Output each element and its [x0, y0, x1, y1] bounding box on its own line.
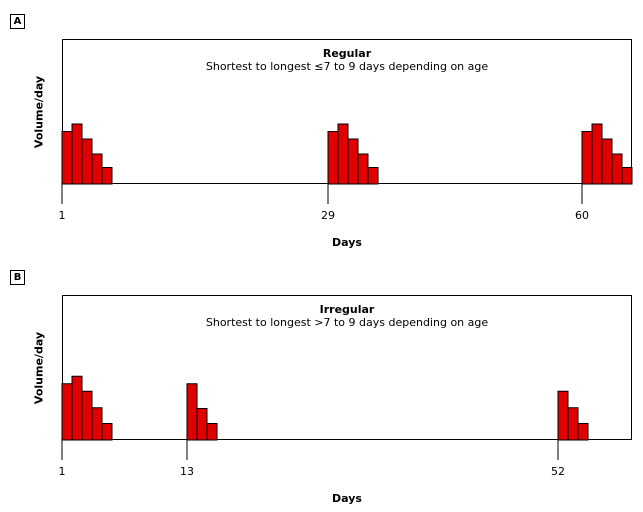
bar	[101, 423, 113, 441]
chart-marks: 1 29 60	[59, 123, 633, 222]
bar	[567, 407, 579, 441]
bar	[357, 153, 369, 185]
bar	[347, 138, 359, 185]
bar	[577, 423, 589, 441]
bar	[81, 138, 93, 185]
x-tick-label: 1	[59, 465, 66, 478]
bar	[196, 408, 208, 441]
x-tick-label: 52	[551, 465, 565, 478]
bar	[61, 131, 73, 185]
bar	[81, 390, 93, 441]
bar	[611, 153, 623, 185]
x-axis-label: Days	[332, 492, 362, 505]
bar	[91, 153, 103, 185]
bar	[71, 123, 83, 185]
x-tick-label: 60	[575, 209, 589, 222]
panel-regular: A Regular Shortest to longest ≤7 to 9 da…	[10, 14, 633, 249]
bar	[186, 383, 198, 441]
bar	[101, 167, 113, 185]
bar	[61, 383, 73, 441]
bar	[206, 423, 218, 441]
x-tick-label: 1	[59, 209, 66, 222]
chart-title: Regular	[322, 47, 372, 60]
x-tick-label: 29	[321, 209, 335, 222]
bar	[621, 167, 633, 185]
chart-subtitle: Shortest to longest >7 to 9 days dependi…	[205, 316, 489, 329]
bar	[601, 138, 613, 185]
bar	[327, 131, 339, 185]
x-tick-label: 13	[180, 465, 194, 478]
panel-letter: B	[10, 270, 25, 285]
x-axis-label: Days	[332, 236, 362, 249]
bar	[367, 167, 379, 185]
panel-irregular: B Irregular Shortest to longest >7 to 9 …	[0, 256, 643, 512]
bar	[91, 407, 103, 441]
plot-area	[62, 295, 632, 440]
bar	[557, 390, 569, 441]
bar	[337, 123, 349, 185]
chart-subtitle: Shortest to longest ≤7 to 9 days dependi…	[205, 60, 489, 73]
bar	[71, 375, 83, 441]
bar	[591, 123, 603, 185]
chart-title: Irregular	[319, 303, 375, 316]
panel-letter: A	[10, 14, 25, 29]
chart-marks: 1 13 52	[59, 375, 589, 478]
bar	[581, 131, 593, 185]
